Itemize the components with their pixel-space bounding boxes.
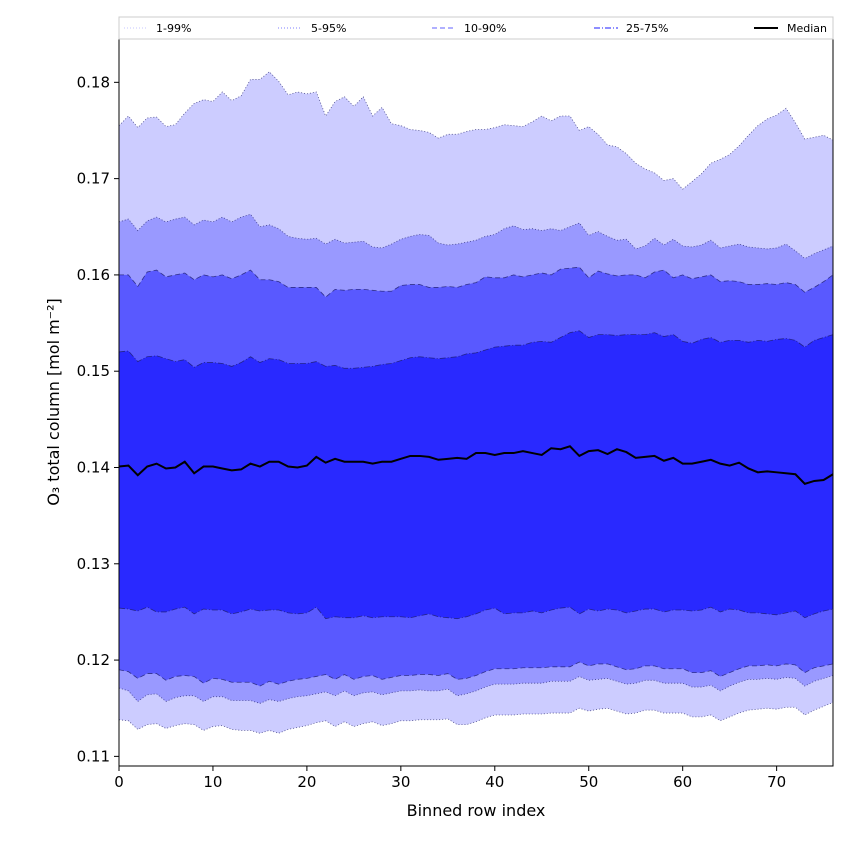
band-upper-edge-3 <box>118 330 834 369</box>
x-tick-label: 40 <box>485 773 504 791</box>
x-axis-label: Binned row index <box>407 801 546 820</box>
y-tick-label: 0.12 <box>77 651 110 669</box>
x-tick-label: 30 <box>391 773 410 791</box>
legend: 1-99% 5-95% 10-90% 25-75% Median <box>118 16 834 40</box>
x-tick-label: 70 <box>767 773 786 791</box>
legend-label: 25-75% <box>626 22 668 35</box>
y-tick-label: 0.14 <box>77 458 110 476</box>
y-tick-label: 0.11 <box>77 747 110 765</box>
y-tick-label: 0.16 <box>77 266 110 284</box>
x-tick-label: 0 <box>114 773 124 791</box>
band-lower-edge-2 <box>118 661 834 687</box>
legend-label: 5-95% <box>311 22 346 35</box>
band-lower-edge-3 <box>118 606 834 620</box>
legend-label: 10-90% <box>464 22 506 35</box>
band-upper-edge-1 <box>118 213 834 260</box>
y-tick-label: 0.18 <box>77 73 110 91</box>
x-tick-label: 20 <box>297 773 316 791</box>
band-lower-edge-1 <box>118 675 834 704</box>
y-axis-label: O₃ total column [mol m⁻²] <box>44 298 63 506</box>
x-tick-label: 50 <box>579 773 598 791</box>
y-tick-label: 0.13 <box>77 555 110 573</box>
x-axis: 0 10 20 30 40 50 60 70 <box>114 766 786 791</box>
median-line <box>118 445 834 486</box>
percentile-bands <box>118 71 834 734</box>
legend-label: Median <box>787 22 827 35</box>
legend-box <box>118 16 834 40</box>
band-fill-3 <box>119 330 833 619</box>
legend-label: 1-99% <box>156 22 191 35</box>
median-series <box>118 445 834 486</box>
y-tick-label: 0.17 <box>77 170 110 188</box>
band-upper-edge-0 <box>118 71 834 190</box>
band-upper-edge-2 <box>119 266 834 298</box>
x-tick-label: 10 <box>203 773 222 791</box>
y-tick-label: 0.15 <box>77 362 110 380</box>
y-axis: 0.11 0.12 0.13 0.14 0.15 0.16 0.17 0.18 <box>77 73 119 765</box>
x-tick-label: 60 <box>673 773 692 791</box>
